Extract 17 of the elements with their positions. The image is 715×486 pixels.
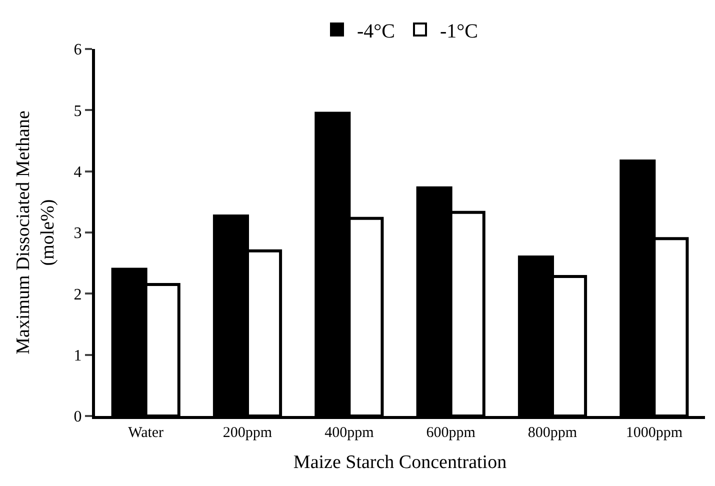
x-tick-label: 200ppm [222, 425, 272, 441]
y-axis-title: Maximum Dissociated Methane (mole%) [12, 110, 59, 354]
x-axis-title: Maize Starch Concentration [293, 452, 508, 473]
x-tick-label: Water [128, 425, 164, 441]
legend-label: -4°C [357, 20, 395, 42]
y-tick-label: 5 [74, 102, 82, 120]
y-tick-label: 1 [74, 347, 82, 364]
y-tick-label: 2 [74, 286, 82, 304]
x-tick-label: 800ppm [528, 425, 578, 441]
y-tick-label: 0 [74, 408, 82, 426]
x-tick-label: 1000ppm [626, 425, 683, 441]
y-tick-label: 6 [74, 42, 82, 59]
legend-label: -1°C [440, 20, 478, 42]
y-tick-label: 4 [74, 164, 82, 181]
x-tick-label: 600ppm [426, 425, 476, 441]
x-tick-label: 400ppm [324, 425, 374, 441]
y-tick-label: 3 [74, 225, 82, 242]
